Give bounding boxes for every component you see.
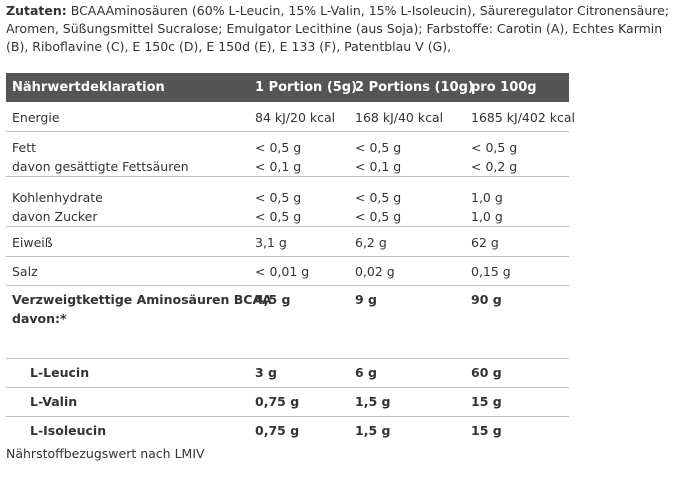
carbs-p2: < 0,5 g	[355, 189, 402, 205]
fat-label: Fett	[12, 139, 36, 155]
ingredients-text: Zutaten: BCAAAminosäuren (60% L-Leucin, …	[6, 2, 686, 56]
isoleucin-p1: 0,75 g	[255, 422, 300, 438]
fat-saturated-p2: < 0,1 g	[355, 158, 402, 174]
fat-p1: < 0,5 g	[255, 139, 302, 155]
table-row-bcaa: Verzweigtkettige Aminosäuren BCAA davon:…	[6, 285, 569, 358]
valin-p100: 15 g	[465, 387, 569, 417]
table-header-row: Nährwertdeklaration 1 Portion (5g) 2 Por…	[6, 73, 569, 102]
energy-p2: 168 kJ/40 kcal	[349, 102, 465, 132]
fat-p2: < 0,5 g	[355, 139, 402, 155]
sugar-p1: < 0,5 g	[255, 208, 302, 224]
isoleucin-p2: 1,5 g	[355, 422, 391, 438]
salt-p100: 0,15 g	[465, 256, 569, 286]
energy-label: Energie	[6, 102, 249, 132]
footnote: Nährstoffbezugswert nach LMIV	[6, 446, 205, 461]
header-one-portion: 1 Portion (5g)	[249, 73, 357, 102]
bcaa-label-cell: Verzweigtkettige Aminosäuren BCAA davon:…	[6, 285, 272, 358]
nutrition-table: Nährwertdeklaration 1 Portion (5g) 2 Por…	[6, 73, 575, 445]
isoleucin-p100: 15 g	[471, 422, 502, 438]
energy-p100: 1685 kJ/402 kcal	[465, 102, 575, 132]
carbs-label: Kohlenhydrate	[12, 189, 103, 205]
protein-label: Eiweiß	[6, 226, 249, 257]
carbs-label-cell: Kohlenhydrate davon Zucker	[6, 176, 249, 227]
fat-p2-cell: < 0,5 g < 0,1 g	[349, 131, 465, 177]
table-row-salt: Salz < 0,01 g 0,02 g 0,15 g	[6, 256, 569, 286]
fat-saturated-p100: < 0,2 g	[471, 158, 518, 174]
header-nutrition-declaration: Nährwertdeklaration	[6, 73, 249, 102]
valin-label: L-Valin	[6, 387, 249, 417]
leucin-p1: 3 g	[249, 358, 349, 388]
salt-label: Salz	[6, 256, 249, 286]
table-row-energy: Energie 84 kJ/20 kcal 168 kJ/40 kcal 168…	[6, 102, 575, 132]
salt-p2: 0,02 g	[349, 256, 465, 286]
bcaa-thereof-label: davon:*	[12, 310, 67, 326]
sugar-p100: 1,0 g	[471, 208, 503, 224]
energy-p1: 84 kJ/20 kcal	[249, 102, 349, 132]
bcaa-p1: 4,5 g	[255, 291, 291, 307]
table-row-protein: Eiweiß 3,1 g 6,2 g 62 g	[6, 226, 569, 257]
carbs-p100-cell: 1,0 g 1,0 g	[465, 176, 569, 227]
protein-p100: 62 g	[465, 226, 569, 257]
table-row-valin: L-Valin 0,75 g 1,5 g 15 g	[6, 387, 569, 417]
protein-p2: 6,2 g	[349, 226, 465, 257]
ingredients-label: Zutaten:	[6, 3, 67, 18]
header-two-portions: 2 Portions (10g)	[349, 73, 474, 102]
table-row-fat: Fett davon gesättigte Fettsäuren < 0,5 g…	[6, 131, 569, 177]
carbs-p1-cell: < 0,5 g < 0,5 g	[249, 176, 349, 227]
bcaa-p100: 90 g	[471, 291, 502, 307]
salt-p1: < 0,01 g	[249, 256, 349, 286]
carbs-p100: 1,0 g	[471, 189, 503, 205]
fat-saturated-p1: < 0,1 g	[255, 158, 302, 174]
protein-p1: 3,1 g	[249, 226, 349, 257]
fat-p100: < 0,5 g	[471, 139, 518, 155]
fat-label-cell: Fett davon gesättigte Fettsäuren	[6, 131, 249, 177]
leucin-p2: 6 g	[349, 358, 465, 388]
fat-p1-cell: < 0,5 g < 0,1 g	[249, 131, 349, 177]
valin-p1: 0,75 g	[249, 387, 349, 417]
isoleucin-label: L-Isoleucin	[30, 422, 107, 438]
table-row-leucin: L-Leucin 3 g 6 g 60 g	[6, 358, 569, 388]
leucin-p100: 60 g	[465, 358, 569, 388]
sugar-label: davon Zucker	[12, 208, 98, 224]
table-row-carbs: Kohlenhydrate davon Zucker < 0,5 g < 0,5…	[6, 176, 569, 227]
fat-saturated-label: davon gesättigte Fettsäuren	[12, 158, 189, 174]
ingredients-list: BCAAAminosäuren (60% L-Leucin, 15% L-Val…	[6, 3, 670, 54]
leucin-label: L-Leucin	[6, 358, 249, 388]
table-row-isoleucin: L-Isoleucin 0,75 g 1,5 g 15 g	[6, 416, 569, 445]
carbs-p2-cell: < 0,5 g < 0,5 g	[349, 176, 465, 227]
header-per-100g: pro 100g	[465, 73, 569, 102]
fat-p100-cell: < 0,5 g < 0,2 g	[465, 131, 569, 177]
carbs-p1: < 0,5 g	[255, 189, 302, 205]
bcaa-label: Verzweigtkettige Aminosäuren BCAA	[12, 291, 272, 307]
valin-p2: 1,5 g	[349, 387, 465, 417]
bcaa-p2: 9 g	[355, 291, 377, 307]
sugar-p2: < 0,5 g	[355, 208, 402, 224]
